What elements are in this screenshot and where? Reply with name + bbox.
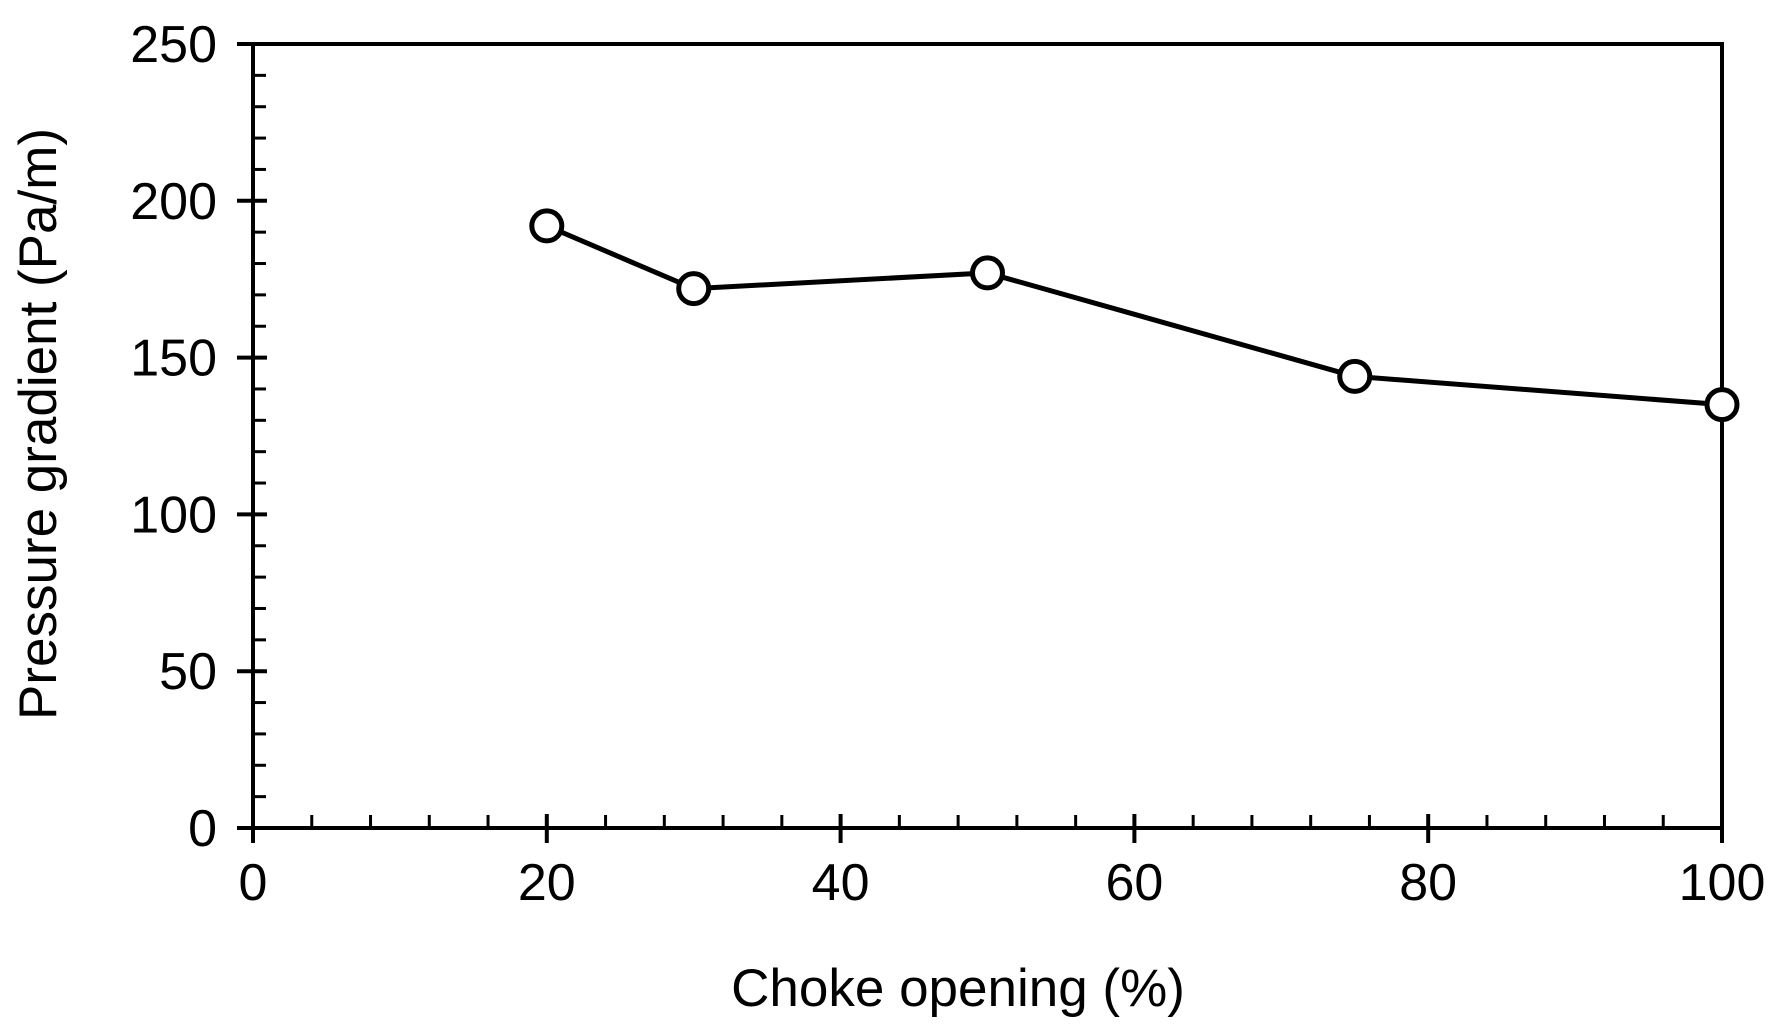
x-tick-label: 0 xyxy=(239,854,268,912)
data-series-group xyxy=(529,208,1740,423)
y-axis-title: Pressure gradient (Pa/m) xyxy=(9,128,68,720)
data-point-marker xyxy=(1337,358,1373,394)
y-tick-label: 0 xyxy=(188,800,217,858)
x-tick-label: 80 xyxy=(1399,854,1457,912)
y-tick-label: 200 xyxy=(130,173,217,231)
y-tick-label: 100 xyxy=(130,486,217,544)
y-tick-label: 250 xyxy=(130,16,217,74)
x-axis-title: Choke opening (%) xyxy=(731,959,1185,1018)
x-tick-label: 40 xyxy=(812,854,870,912)
data-point-marker xyxy=(529,208,565,244)
y-tick-label: 50 xyxy=(159,643,217,701)
x-tick-label: 60 xyxy=(1105,854,1163,912)
y-tick-label: 150 xyxy=(130,330,217,388)
x-tick-label: 100 xyxy=(1679,854,1766,912)
minor-ticks-group xyxy=(253,73,1665,828)
data-point-marker xyxy=(676,271,712,307)
plot-border xyxy=(251,42,1724,830)
tick-labels-group: 0 20 40 60 80 100 0 50 100 150 200 250 xyxy=(130,16,1765,912)
data-point-marker xyxy=(970,255,1005,291)
x-tick-label: 20 xyxy=(518,854,576,912)
data-point-marker xyxy=(1704,387,1740,423)
